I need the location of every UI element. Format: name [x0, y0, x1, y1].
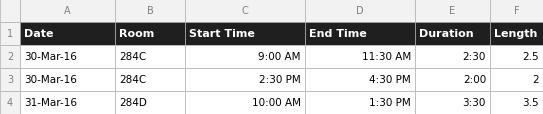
- Text: C: C: [242, 6, 248, 16]
- Bar: [115, 23, 185, 46]
- Bar: [415, 23, 490, 46]
- Bar: [115, 91, 185, 114]
- Text: 3: 3: [7, 75, 13, 85]
- Bar: [20, 68, 115, 91]
- Bar: [185, 46, 305, 68]
- Bar: [0, 23, 20, 46]
- Bar: [305, 68, 415, 91]
- Bar: [185, 0, 305, 23]
- Bar: [490, 23, 543, 46]
- Text: E: E: [450, 6, 456, 16]
- Text: 2:00: 2:00: [463, 75, 486, 85]
- Text: 284C: 284C: [119, 75, 146, 85]
- Text: 1:30 PM: 1:30 PM: [369, 98, 411, 108]
- Text: F: F: [514, 6, 519, 16]
- Text: 3.5: 3.5: [522, 98, 539, 108]
- Text: 30-Mar-16: 30-Mar-16: [24, 52, 77, 62]
- Text: D: D: [356, 6, 364, 16]
- Text: 4: 4: [7, 98, 13, 108]
- Bar: [20, 46, 115, 68]
- Bar: [305, 23, 415, 46]
- Text: 4:30 PM: 4:30 PM: [369, 75, 411, 85]
- Bar: [305, 91, 415, 114]
- Text: 30-Mar-16: 30-Mar-16: [24, 75, 77, 85]
- Bar: [185, 68, 305, 91]
- Bar: [415, 91, 490, 114]
- Bar: [490, 0, 543, 23]
- Bar: [115, 46, 185, 68]
- Text: End Time: End Time: [309, 29, 367, 39]
- Text: 2:30 PM: 2:30 PM: [259, 75, 301, 85]
- Text: 284D: 284D: [119, 98, 147, 108]
- Bar: [115, 0, 185, 23]
- Text: 2: 2: [7, 52, 13, 62]
- Text: 1: 1: [7, 29, 13, 39]
- Bar: [115, 68, 185, 91]
- Text: Length: Length: [494, 29, 538, 39]
- Text: 284C: 284C: [119, 52, 146, 62]
- Bar: [0, 68, 20, 91]
- Text: 2.5: 2.5: [522, 52, 539, 62]
- Bar: [415, 0, 490, 23]
- Text: Start Time: Start Time: [189, 29, 255, 39]
- Text: Duration: Duration: [419, 29, 473, 39]
- Bar: [490, 91, 543, 114]
- Text: B: B: [147, 6, 153, 16]
- Text: A: A: [64, 6, 71, 16]
- Text: 10:00 AM: 10:00 AM: [252, 98, 301, 108]
- Bar: [20, 0, 115, 23]
- Bar: [0, 46, 20, 68]
- Bar: [185, 91, 305, 114]
- Text: 31-Mar-16: 31-Mar-16: [24, 98, 77, 108]
- Bar: [490, 68, 543, 91]
- Bar: [0, 91, 20, 114]
- Bar: [20, 91, 115, 114]
- Bar: [0, 0, 20, 23]
- Bar: [490, 46, 543, 68]
- Bar: [305, 46, 415, 68]
- Text: 11:30 AM: 11:30 AM: [362, 52, 411, 62]
- Text: 2: 2: [532, 75, 539, 85]
- Bar: [185, 23, 305, 46]
- Text: Room: Room: [119, 29, 154, 39]
- Bar: [415, 46, 490, 68]
- Text: Date: Date: [24, 29, 54, 39]
- Text: 9:00 AM: 9:00 AM: [258, 52, 301, 62]
- Text: 2:30: 2:30: [463, 52, 486, 62]
- Text: 3:30: 3:30: [463, 98, 486, 108]
- Bar: [415, 68, 490, 91]
- Bar: [20, 23, 115, 46]
- Bar: [305, 0, 415, 23]
